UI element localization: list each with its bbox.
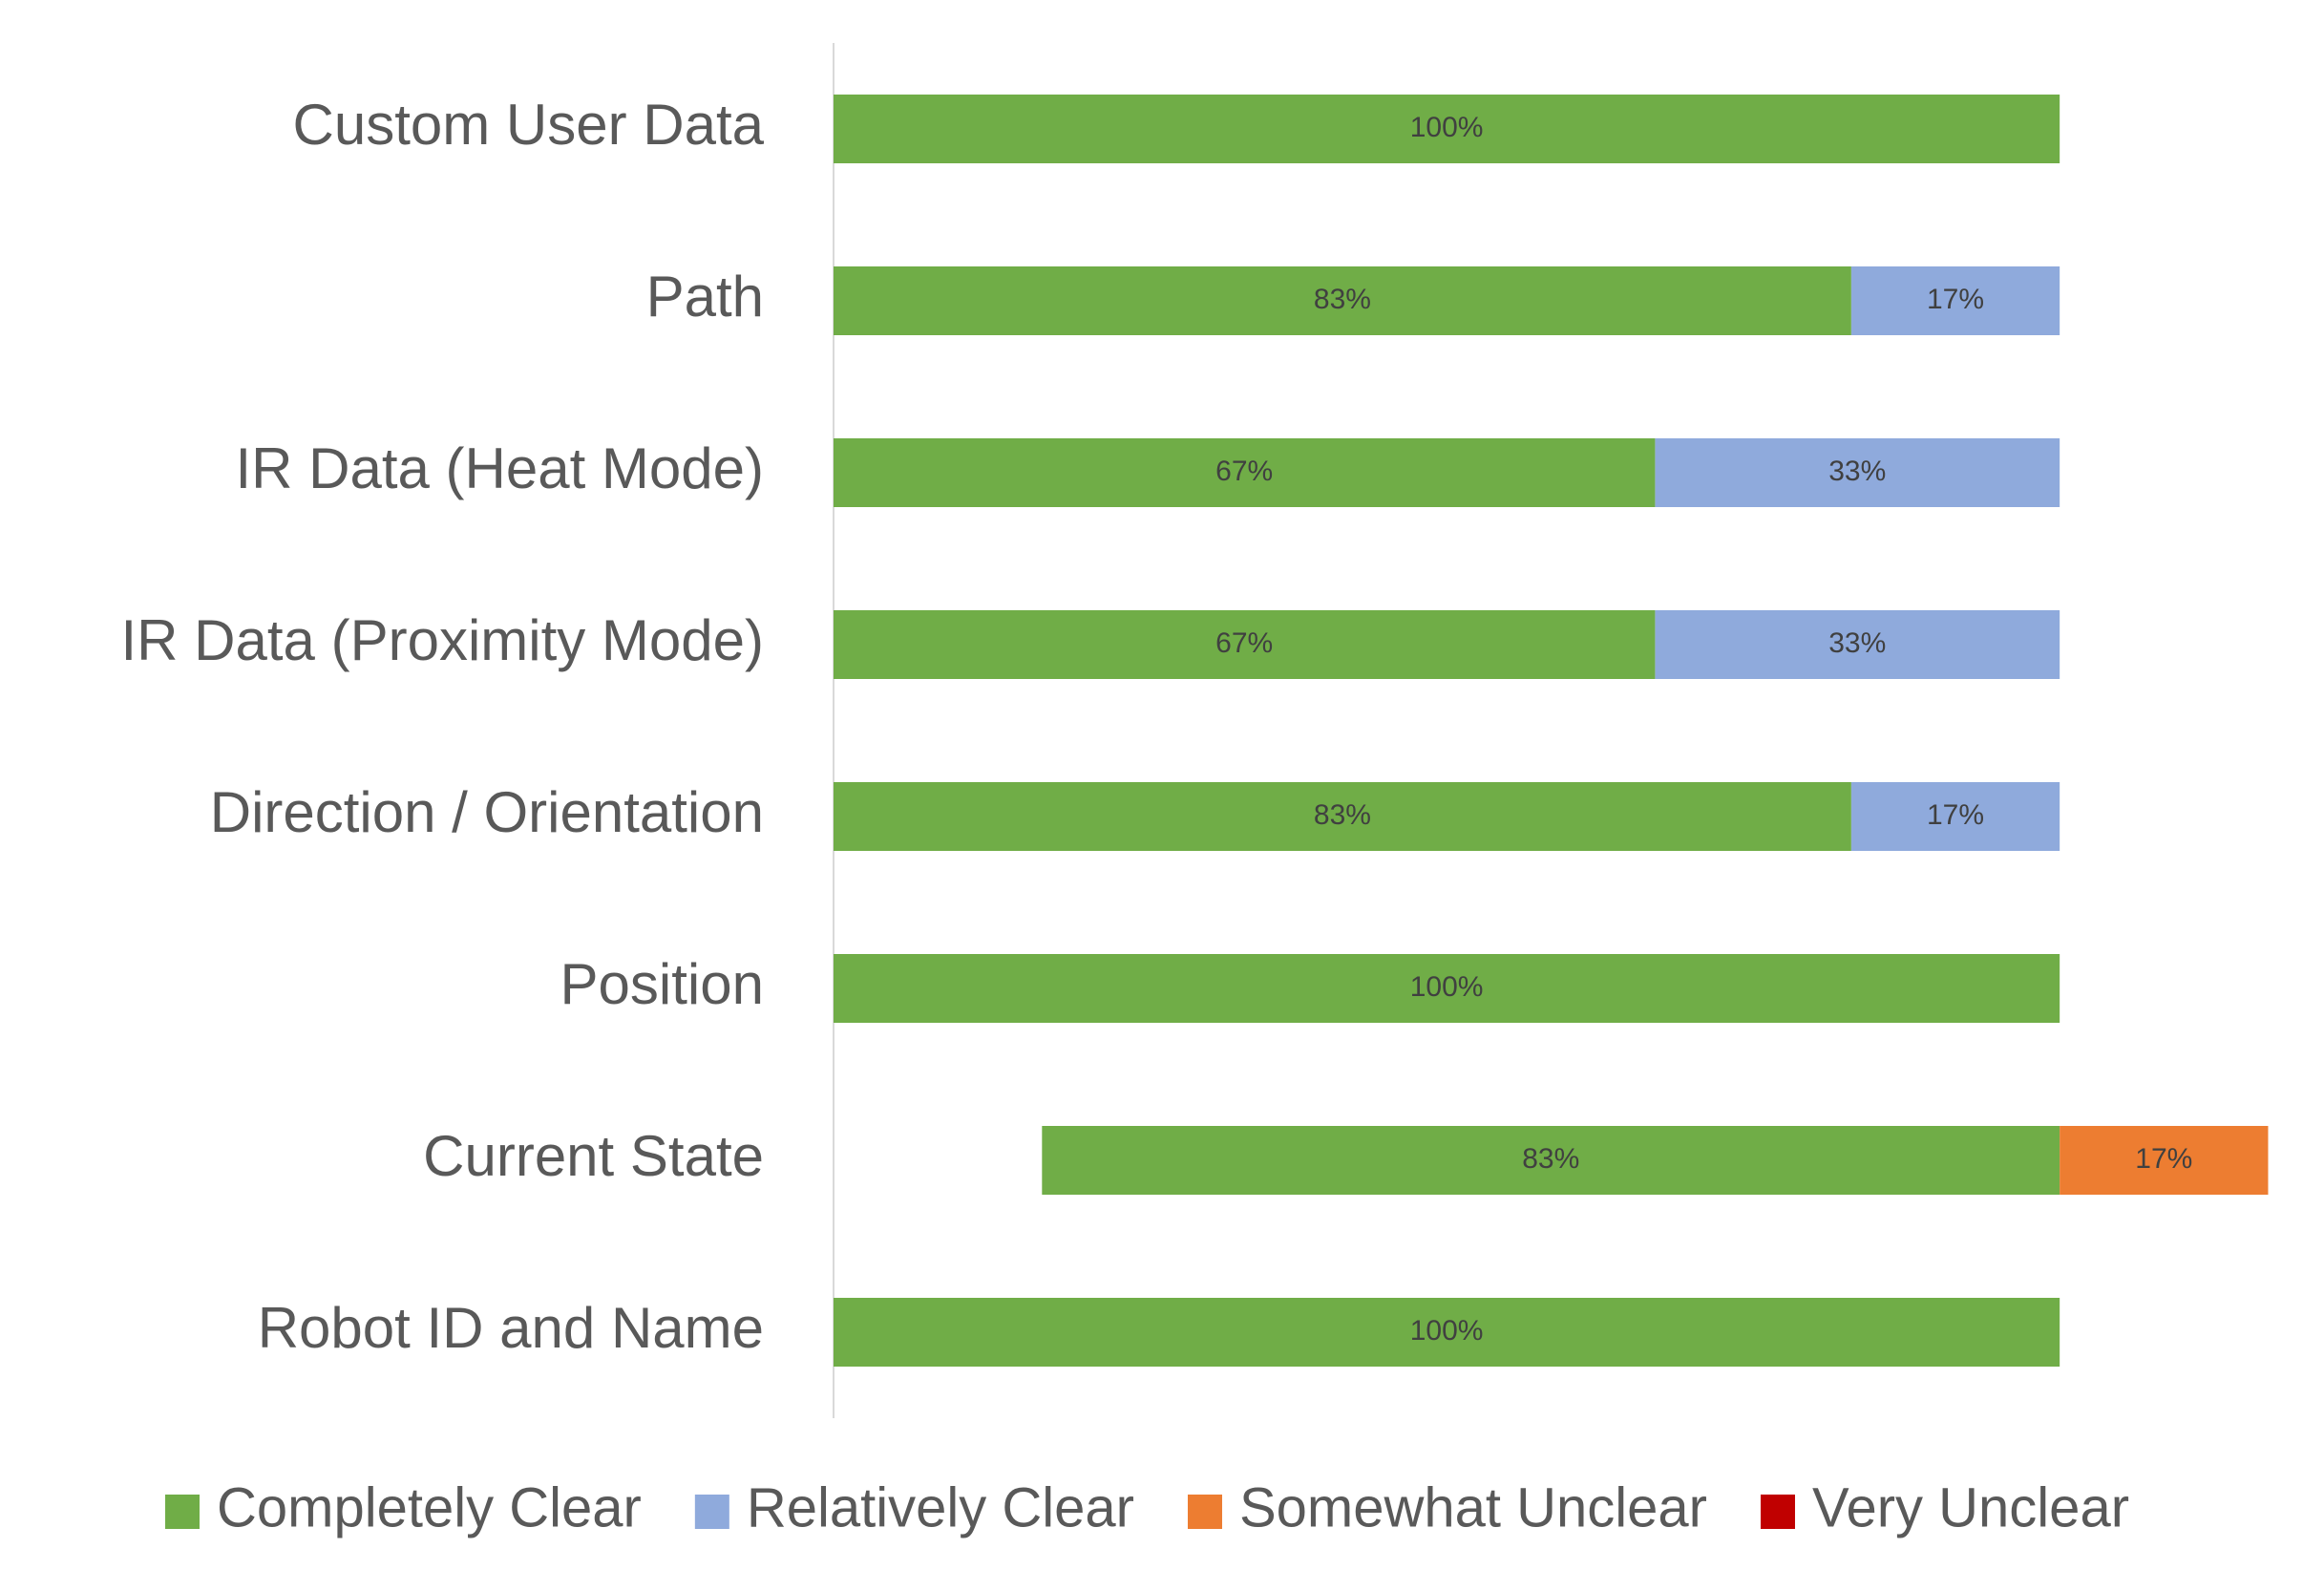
data-label: 17%: [1927, 284, 1984, 315]
category-label: Robot ID and Name: [258, 1296, 764, 1360]
legend-swatch: [694, 1495, 729, 1529]
category-label: Custom User Data: [293, 93, 765, 157]
data-label: 67%: [1215, 456, 1273, 487]
data-label: 83%: [1314, 284, 1371, 315]
bar-segment: [834, 782, 1851, 851]
bar-segment: [1655, 438, 2060, 507]
data-label: 67%: [1215, 627, 1273, 659]
bar-segment: [834, 438, 1656, 507]
category-label: Path: [646, 265, 764, 329]
bar-segment: [834, 266, 1851, 335]
bar-segment: [1850, 782, 2060, 851]
category-label: Direction / Orientation: [210, 780, 764, 844]
legend-swatch: [165, 1495, 200, 1529]
legend-label: Relatively Clear: [747, 1476, 1134, 1538]
legend-label: Somewhat Unclear: [1239, 1476, 1707, 1538]
data-label: 17%: [1927, 799, 1984, 831]
legend-label: Completely Clear: [217, 1476, 642, 1538]
category-label: Position: [560, 952, 764, 1016]
bar-segment: [834, 954, 2060, 1023]
data-label: 83%: [1522, 1143, 1579, 1175]
category-label: IR Data (Proximity Mode): [121, 608, 764, 672]
data-label: 33%: [1828, 456, 1886, 487]
bar-segment: [1850, 266, 2060, 335]
legend-label: Very Unclear: [1812, 1476, 2129, 1538]
bar-segment: [834, 610, 1656, 679]
data-label: 33%: [1828, 627, 1886, 659]
data-label: 17%: [2135, 1143, 2192, 1175]
data-label: 100%: [1410, 971, 1484, 1003]
category-label: IR Data (Heat Mode): [235, 436, 764, 500]
bar-segment: [834, 95, 2060, 163]
bar-segment: [834, 1298, 2060, 1367]
bar-segment: [1042, 1126, 2060, 1195]
data-label: 100%: [1410, 1315, 1484, 1347]
category-label: Current State: [423, 1124, 764, 1188]
data-label: 100%: [1410, 112, 1484, 143]
legend-swatch: [1187, 1495, 1222, 1529]
bar-segment: [1655, 610, 2060, 679]
legend-swatch: [1760, 1495, 1795, 1529]
data-label: 83%: [1314, 799, 1371, 831]
bar-segment: [2060, 1126, 2269, 1195]
